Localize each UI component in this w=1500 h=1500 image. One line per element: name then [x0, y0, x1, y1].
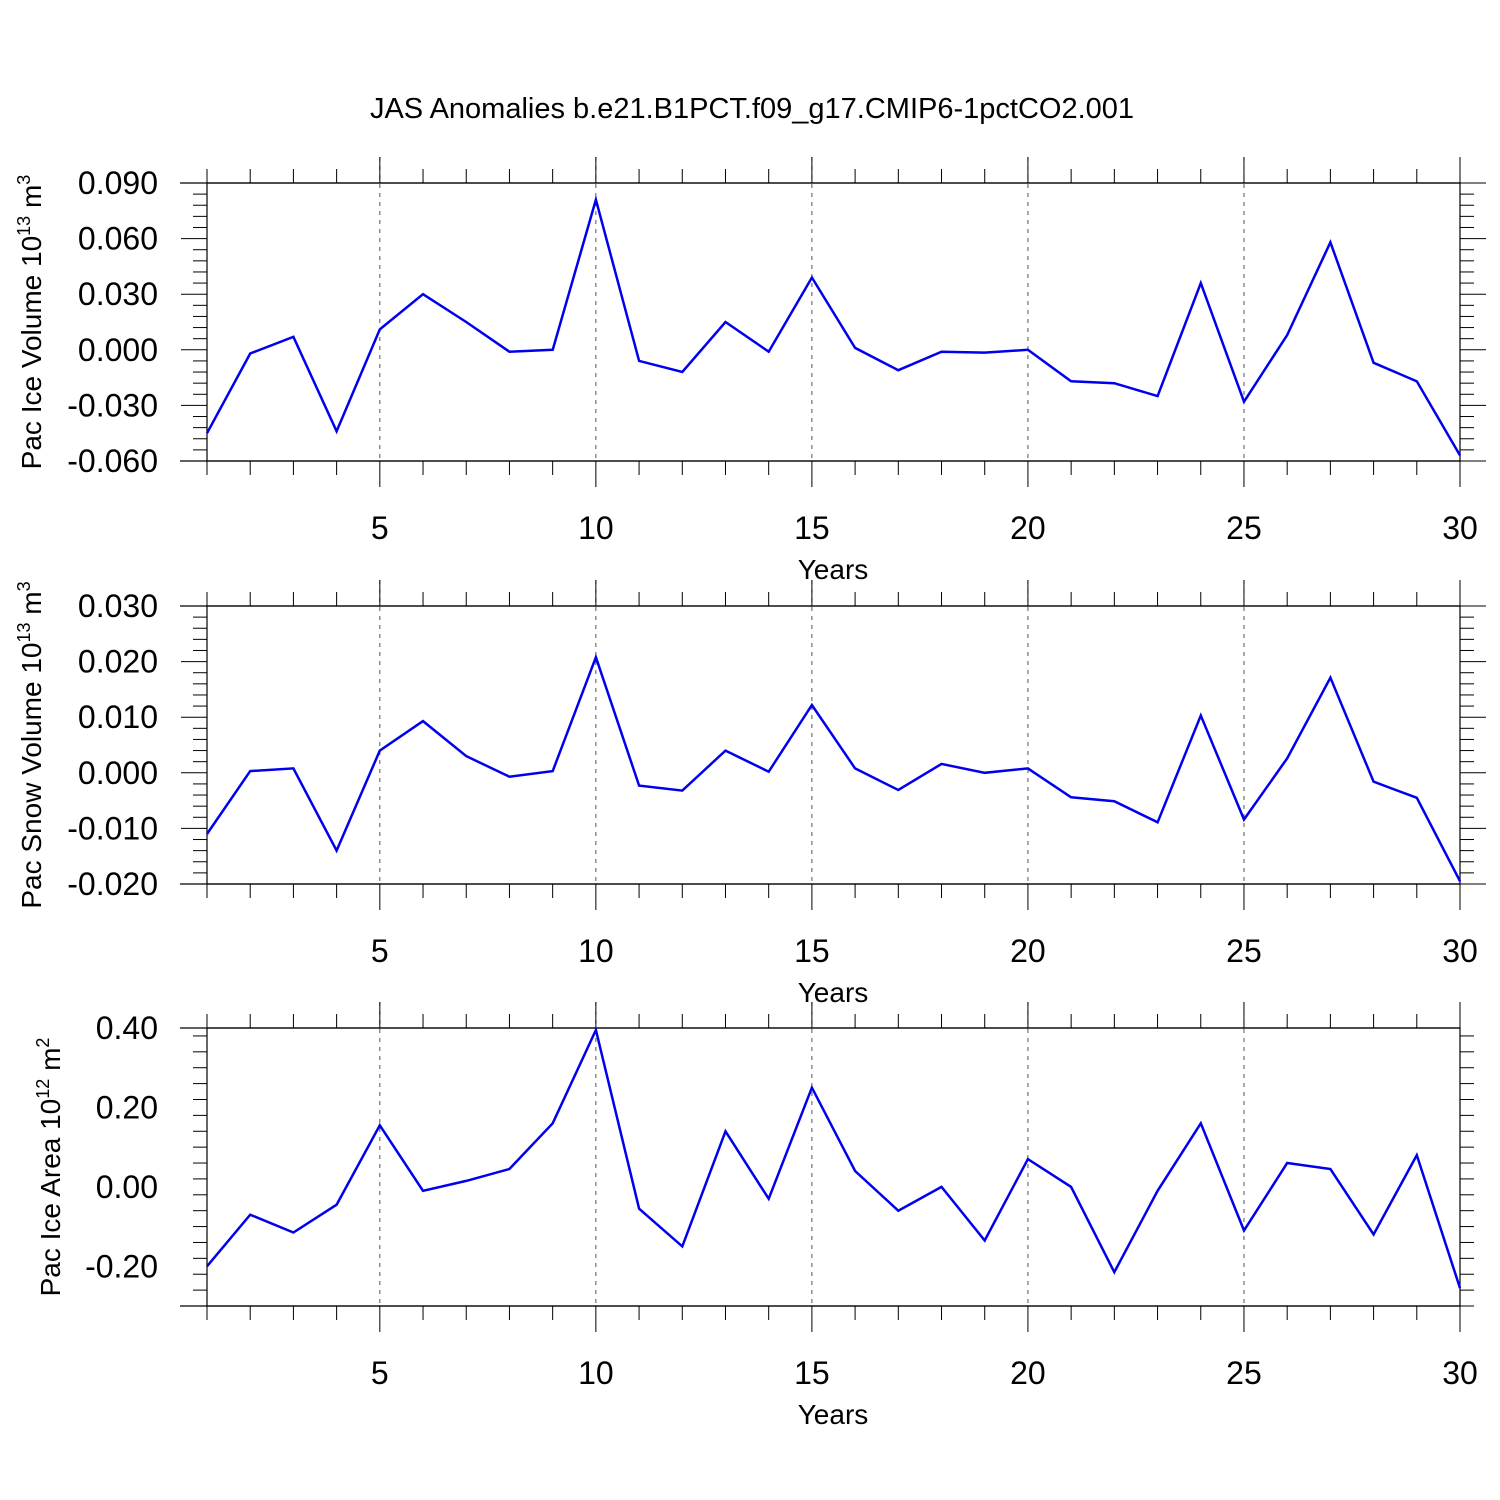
x-tick-label: 5: [371, 510, 389, 546]
y-tick-label: 0.20: [96, 1089, 158, 1125]
x-tick-label: 20: [1010, 933, 1046, 969]
y-tick-label: 0.010: [78, 699, 158, 735]
x-axis-label: Years: [798, 554, 869, 585]
x-tick-label: 10: [578, 510, 614, 546]
series-line: [205, 195, 1462, 457]
plot-frame: [206, 1027, 1461, 1307]
series-line: [206, 1026, 1462, 1289]
y-tick-label: 0.000: [78, 332, 158, 368]
x-axis-label: Years: [798, 1399, 869, 1430]
panel-ice-area: 0.40 0.20 0.00 -0.20 5 10 15 20 25 30 Years Pac Ice…: [33, 1002, 1478, 1430]
figure-title: JAS Anomalies b.e21.B1PCT.f09_g17.CMIP6-…: [370, 93, 1134, 125]
y-tick-label: 0.020: [78, 644, 158, 680]
y-tick-label: 0.090: [78, 165, 158, 201]
y-tick-label: 0.000: [78, 755, 158, 791]
y-tick-label: -0.20: [85, 1248, 158, 1284]
series-line: [205, 653, 1462, 882]
y-tick-label: -0.060: [67, 443, 158, 479]
y-tick-label: -0.030: [67, 387, 158, 423]
x-tick-label: 20: [1010, 510, 1046, 546]
x-tick-label: 10: [578, 1355, 614, 1391]
y-tick-label: -0.020: [67, 866, 158, 902]
x-tick-label: 30: [1442, 933, 1478, 969]
x-tick-label: 15: [794, 1355, 830, 1391]
x-tick-label: 15: [794, 510, 830, 546]
y-tick-label: -0.010: [67, 810, 158, 846]
x-tick-label: 5: [371, 1355, 389, 1391]
y-tick-label: 0.060: [78, 221, 158, 257]
x-tick-label: 30: [1442, 1355, 1478, 1391]
y-tick-label: 0.40: [96, 1010, 158, 1046]
x-tick-label: 25: [1226, 510, 1262, 546]
x-tick-label: 25: [1226, 933, 1262, 969]
y-tick-label: 0.00: [96, 1169, 158, 1205]
panel-ice-volume: 0.090 0.060 0.030 0.000 -0.030 -0.060 5 10 15 20 2…: [14, 157, 1486, 585]
x-tick-label: 25: [1226, 1355, 1262, 1391]
x-tick-label: 20: [1010, 1355, 1046, 1391]
x-tick-label: 15: [794, 933, 830, 969]
x-axis-label: Years: [798, 977, 869, 1008]
panel-snow-volume: 0.030 0.020 0.010 0.000 -0.010 -0.020 5 10 15 20 2…: [14, 580, 1486, 1008]
y-tick-label: 0.030: [78, 276, 158, 312]
y-axis-label: Pac Snow Volume 1013 m3: [14, 581, 47, 908]
y-axis-label: Pac Ice Volume 1013 m3: [14, 175, 47, 470]
x-tick-label: 5: [371, 933, 389, 969]
plot-frame: [206, 605, 1461, 885]
x-tick-label: 10: [578, 933, 614, 969]
y-tick-label: 0.030: [78, 588, 158, 624]
x-tick-label: 30: [1442, 510, 1478, 546]
plot-frame: [206, 182, 1461, 462]
y-axis-label: Pac Ice Area 1012 m2: [33, 1038, 66, 1297]
